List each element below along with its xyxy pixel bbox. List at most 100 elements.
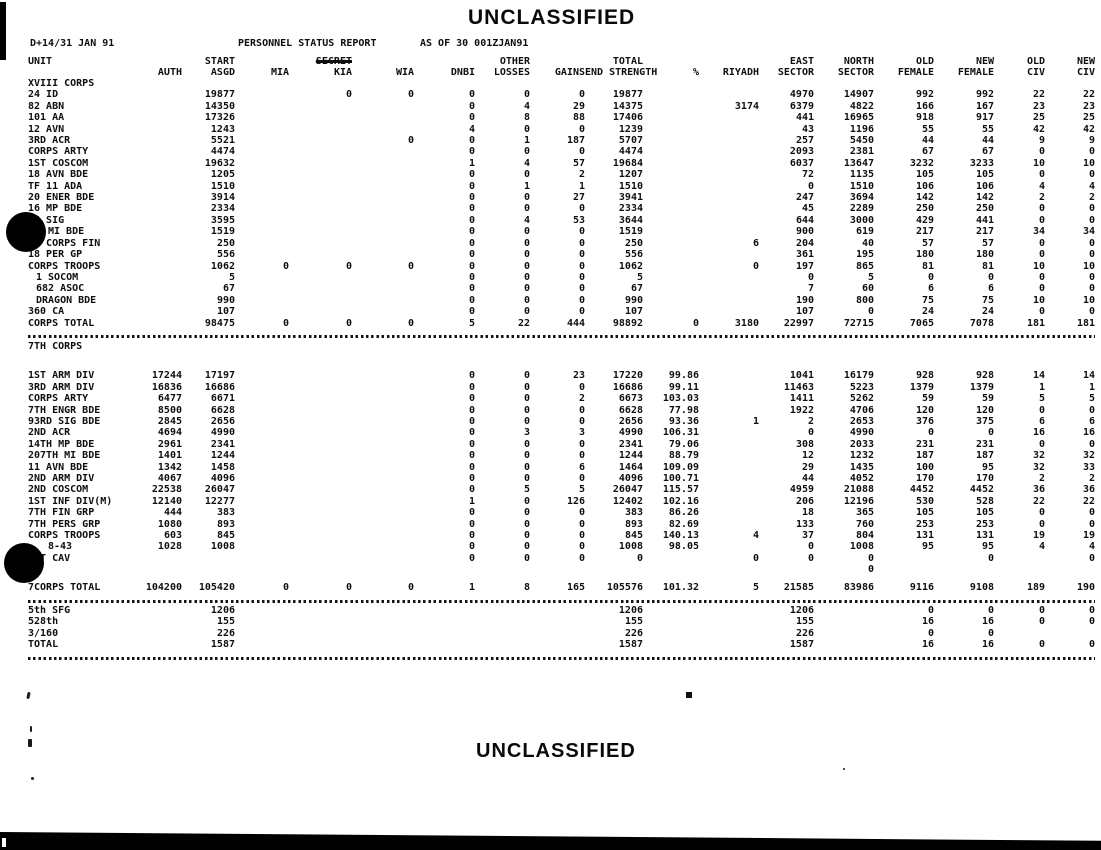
column-header <box>414 56 475 67</box>
value-cell: 845 <box>624 530 643 542</box>
value-cell: 6 <box>1038 415 1045 427</box>
value-cell: 0 <box>1088 552 1095 564</box>
value-cell: 99.11 <box>668 381 699 393</box>
unit-cell: 2ND COSCOM <box>28 484 89 496</box>
value-cell: 4990 <box>849 427 874 439</box>
value-cell <box>352 192 414 203</box>
value-cell: 22 <box>1032 495 1045 507</box>
unit-cell: CORPS ARTY <box>28 393 89 405</box>
value-cell: 5223 <box>849 381 874 393</box>
value-cell: 0 <box>578 249 585 261</box>
value-cell: 17197 <box>204 370 235 382</box>
value-cell: 1510 <box>849 180 874 192</box>
column-header: SECRET <box>289 56 352 67</box>
value-cell <box>699 124 759 135</box>
value-cell: 2 <box>807 415 814 427</box>
value-cell <box>289 238 352 249</box>
value-cell: 21585 <box>783 581 814 593</box>
value-cell: 0 <box>468 135 475 147</box>
value-cell <box>643 295 699 306</box>
value-cell: 0 <box>578 306 585 318</box>
value-cell: 98892 <box>612 317 643 329</box>
separator-row <box>28 593 1095 605</box>
unit-cell: 14TH MP BDE <box>28 438 95 450</box>
value-cell: 2 <box>1088 473 1095 484</box>
value-cell <box>530 628 585 639</box>
value-cell: 67 <box>921 146 934 158</box>
value-cell: 0 <box>1088 616 1095 628</box>
value-cell <box>352 181 414 192</box>
value-cell: 0 <box>807 180 814 192</box>
value-cell <box>235 462 289 473</box>
value-cell <box>934 564 994 575</box>
column-header: ASGD <box>210 67 235 78</box>
value-cell: 0 <box>468 100 475 112</box>
value-cell: 10 <box>1082 260 1095 272</box>
value-cell: 57 <box>981 237 994 249</box>
value-cell: 0 <box>1038 438 1045 450</box>
value-cell: 253 <box>975 518 994 530</box>
value-cell: 0 <box>1088 237 1095 249</box>
value-cell: 21088 <box>843 484 874 496</box>
value-cell: 83986 <box>843 581 874 593</box>
value-cell: 19632 <box>204 157 235 169</box>
value-cell: 0 <box>578 226 585 238</box>
table-row: 11 AVN BDE 1342 1458 0 0 6 1464 109.09 29 1435 100… <box>28 462 1095 473</box>
value-cell: 0 <box>987 271 994 283</box>
value-cell: 0 <box>987 552 994 564</box>
value-cell <box>352 605 414 616</box>
value-cell: 0 <box>523 260 530 272</box>
value-cell <box>643 89 699 100</box>
dashed-separator <box>28 335 1095 339</box>
value-cell: 1510 <box>210 180 235 192</box>
value-cell: 444 <box>163 507 182 519</box>
value-cell: 2 <box>1038 192 1045 204</box>
value-cell: 0 <box>1038 605 1045 617</box>
value-cell: 155 <box>624 616 643 628</box>
value-cell: 42 <box>1082 123 1095 135</box>
value-cell <box>289 427 352 438</box>
value-cell <box>934 341 994 352</box>
value-cell: 100.71 <box>662 473 699 484</box>
value-cell: 0 <box>578 518 585 530</box>
value-cell: 79.06 <box>668 438 699 450</box>
value-cell <box>643 135 699 146</box>
value-cell: 0 <box>468 518 475 530</box>
value-cell <box>289 496 352 507</box>
value-cell: 0 <box>468 112 475 124</box>
value-cell <box>235 295 289 306</box>
value-cell: 4 <box>523 214 530 226</box>
value-cell: 44 <box>801 473 814 484</box>
value-cell <box>475 341 530 352</box>
value-cell: 120 <box>915 404 934 416</box>
value-cell <box>994 553 1045 564</box>
value-cell: 44 <box>921 135 934 147</box>
value-cell: 81 <box>981 260 994 272</box>
value-cell: 5707 <box>618 135 643 147</box>
unit-cell: 682 ASOC <box>36 283 85 295</box>
value-cell: 0 <box>987 627 994 639</box>
total-row: 7CORPS TOTAL 104200 105420 0 0 0 1 8 165 105576 10… <box>28 582 1095 593</box>
value-cell <box>643 564 699 575</box>
value-cell <box>699 462 759 473</box>
value-cell: 0 <box>468 271 475 283</box>
value-cell <box>699 473 759 484</box>
value-cell: 0 <box>1088 605 1095 617</box>
value-cell: 107 <box>624 306 643 318</box>
unit-cell: TF 11 ADA <box>28 180 83 192</box>
value-cell: 0 <box>1038 169 1045 181</box>
report-meta-line: D+14/31 JAN 91 PERSONNEL STATUS REPORT A… <box>0 38 1101 52</box>
value-cell <box>643 341 699 352</box>
value-cell <box>142 78 182 89</box>
value-cell: 1519 <box>210 226 235 238</box>
value-cell: 105 <box>915 507 934 519</box>
value-cell <box>643 181 699 192</box>
value-cell: 105420 <box>198 581 235 593</box>
value-cell <box>530 564 585 575</box>
value-cell: 9116 <box>909 581 934 593</box>
value-cell: 4067 <box>157 473 182 484</box>
value-cell <box>142 181 182 192</box>
value-cell: 37 <box>801 530 814 542</box>
header-row-2: AUTH ASGD MIA KIA WIA DNBI LOSSES GAINS END STRE… <box>28 67 1095 78</box>
